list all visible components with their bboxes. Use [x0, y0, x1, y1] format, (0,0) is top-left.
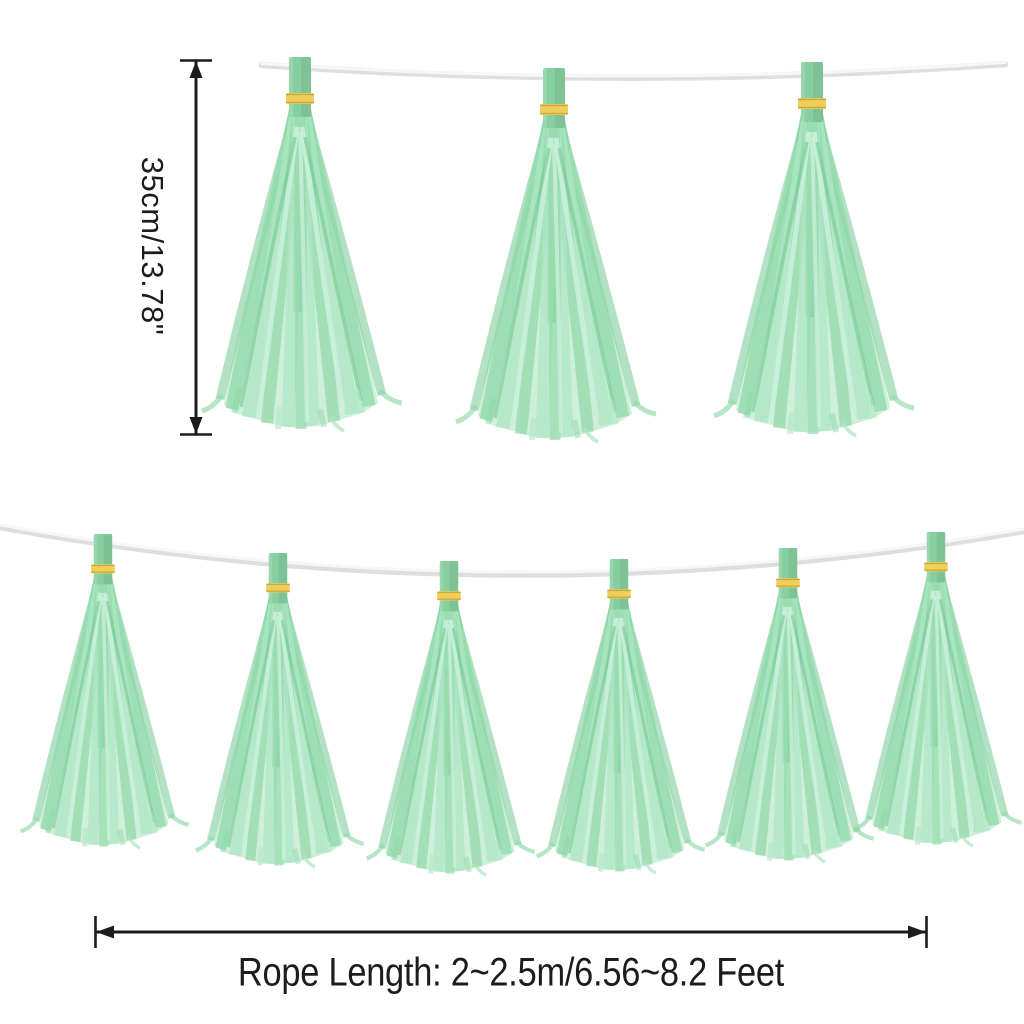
bottom-garland: [0, 523, 1024, 875]
tassel: [196, 553, 364, 867]
tassel: [854, 532, 1022, 846]
tassel: [367, 561, 535, 875]
tassel: [537, 559, 705, 873]
rope-length-label: Rope Length: 2~2.5m/6.56~8.2 Feet: [193, 951, 828, 996]
arrow-right-icon: [908, 925, 926, 939]
bottom-rope-highlight: [0, 523, 1024, 574]
arrow-down-icon: [189, 417, 203, 434]
tassel: [714, 62, 914, 436]
bottom-rope: [0, 523, 1024, 578]
top-garland: [202, 57, 1009, 442]
top-rope: [258, 60, 1009, 81]
rope-length-label-text: Rope Length: 2~2.5m/6.56~8.2 Feet: [237, 950, 785, 995]
height-dimension-label: 35cm/13.78": [135, 156, 170, 336]
tassel: [706, 548, 874, 862]
tassel: [202, 57, 402, 431]
top-rope-highlight: [260, 61, 1007, 78]
bottom-garland-tassels: [21, 532, 1022, 875]
length-dimension-indicator: [94, 916, 928, 948]
tassel: [456, 68, 656, 442]
top-garland-tassels: [202, 57, 914, 442]
arrow-left-icon: [96, 925, 114, 939]
tassel: [21, 534, 189, 848]
height-dimension-indicator: [180, 59, 212, 436]
arrow-up-icon: [189, 61, 203, 78]
